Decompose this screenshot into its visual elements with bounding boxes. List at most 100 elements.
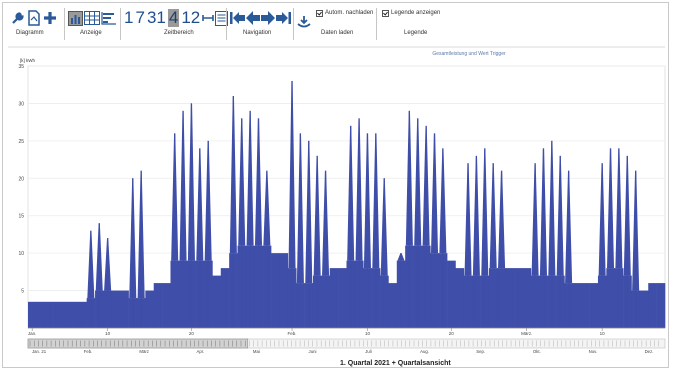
data-bar-base [145,290,155,328]
y-tick-label: 15 [18,214,24,220]
toolbar-divider [120,8,121,40]
y-axis-label: [k] kWh [20,58,35,63]
x-tick-label: März. [521,331,532,336]
range-31-button[interactable]: 31 [146,8,166,27]
navigator-label: Juni [309,349,317,354]
data-bar-base [514,268,523,328]
data-bar-base [78,301,87,328]
navigator-label: Okt. [533,349,541,354]
nav-next-icon[interactable] [261,11,275,25]
group-label-daten-laden: Daten laden [321,30,354,36]
y-tick-label: 10 [18,251,24,257]
chart-annotation: Gesamtleistung und Wert Trigger [432,51,506,57]
x-tick-label: 10 [365,331,371,336]
nav-prev-icon[interactable] [246,11,260,25]
toolbar-group-anzeige: Anzeige [68,6,118,42]
y-tick-label: 20 [18,176,24,182]
navigator-label: Apr. [196,349,204,354]
range-1-button[interactable]: 1 [124,8,134,27]
auto-reload-label: Autom. nachladen [325,10,374,16]
data-bar-base [271,253,280,328]
nav-first-icon[interactable] [230,11,245,25]
data-bar-base [455,268,465,328]
data-bar-base [36,301,46,328]
data-bar-base [53,301,62,328]
x-tick-label: 20 [449,331,455,336]
toolbar-divider [293,8,294,40]
navigator-label: März [139,349,149,354]
data-bar-base [572,283,582,328]
navigator-label: Feb. [84,349,93,354]
x-tick-label: 10 [600,331,606,336]
data-bar-base [220,268,230,328]
range-7-button[interactable]: 7 [135,8,145,27]
toolbar: Diagramm Anzeige 1 7 31 4 12 [8,6,658,42]
range-4-button-selected[interactable]: 4 [167,8,180,27]
toolbar-group-legende: Legende anzeigen Legende [382,6,452,42]
toolbar-divider [376,8,377,40]
group-label-zeitbereich: Zeitbereich [164,30,194,36]
data-bar-base [505,268,515,328]
x-tick-label: 20 [189,331,195,336]
checkbox-box[interactable] [382,9,389,17]
show-legend-checkbox[interactable]: Legende anzeigen [382,9,441,17]
navigator-label: Aug. [420,349,429,354]
data-bar-base [212,275,222,328]
chart-view-icon[interactable] [68,10,83,26]
calendar-list-icon[interactable] [215,10,229,26]
group-label-anzeige: Anzeige [80,30,102,36]
data-bar-base [447,260,456,328]
data-bar-base [111,290,121,328]
x-tick-label: Jan. [28,331,37,336]
checkbox-box[interactable] [316,9,323,17]
y-tick-label: 30 [18,101,24,107]
group-label-navigation: Navigation [243,30,272,36]
navigator-window [27,338,249,349]
data-bar-base [522,268,532,328]
auto-reload-checkbox[interactable]: Autom. nachladen [316,9,374,17]
data-bar-base [648,283,657,328]
navigator-label: Sep. [476,349,485,354]
group-label-legende: Legende [404,30,428,36]
data-bar-base [656,283,666,328]
y-tick-label: 25 [18,139,24,145]
data-bar-base [61,301,71,328]
toolbar-group-navigation: Navigation [230,6,291,42]
range-12-button[interactable]: 12 [181,8,201,27]
navigator-label: Mai [253,349,260,354]
sorted-bars-icon[interactable] [101,11,117,25]
wrench-icon[interactable] [10,10,26,26]
period-label: 1. Quartal 2021 + Quartalsansicht [340,360,451,367]
x-tick-label: Feb. [288,331,297,336]
data-bar-base [589,283,599,328]
document-icon[interactable] [27,10,41,26]
download-icon[interactable] [297,15,311,29]
show-legend-label: Legende anzeigen [391,10,441,16]
nav-last-icon[interactable] [276,11,291,25]
group-label-diagramm: Diagramm [16,30,44,36]
toolbar-divider [226,8,227,40]
data-bar-base [329,268,339,328]
navigator-label: Juli [365,349,371,354]
data-bar-base [153,283,163,328]
y-tick-label: 5 [21,289,24,295]
plus-icon[interactable] [42,10,58,26]
data-bar-base [338,268,347,328]
data-bar-base [388,283,398,328]
table-view-icon[interactable] [84,11,100,25]
navigator-label: Nov. [589,349,598,354]
data-bar-base [581,283,590,328]
range-span-icon[interactable] [202,13,215,23]
data-bar-base [69,301,79,328]
data-bar-base [162,283,171,328]
data-bar-base [279,253,289,328]
toolbar-group-diagramm: Diagramm [10,6,62,42]
data-bar-base [120,290,129,328]
y-tick-label: 35 [18,64,24,70]
navigator-label: Dez. [645,349,654,354]
toolbar-divider [64,8,65,40]
data-bar-base [28,301,37,328]
x-tick-label: 10 [105,331,111,336]
data-bar-base [639,290,649,328]
